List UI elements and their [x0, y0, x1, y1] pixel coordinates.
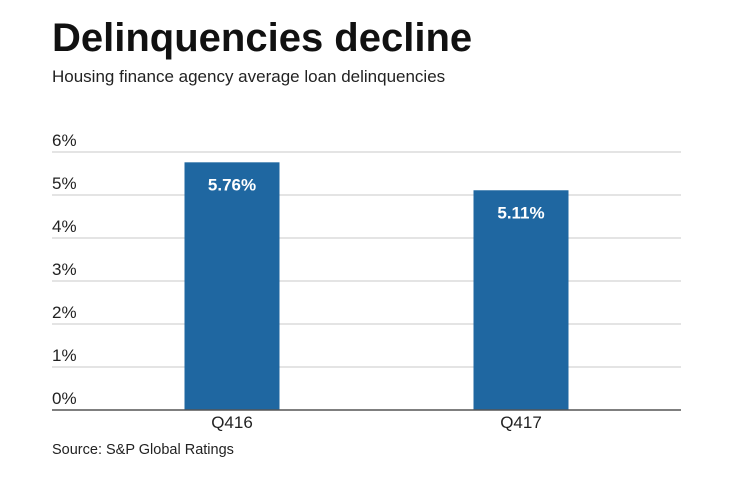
y-tick-label: 2%: [52, 303, 77, 322]
gridlines: [52, 151, 681, 368]
y-tick-label: 3%: [52, 260, 77, 279]
x-axis-tick-labels: Q416 Q417: [211, 413, 542, 432]
y-tick-label: 1%: [52, 346, 77, 365]
x-tick-label: Q416: [211, 413, 253, 432]
bar-value-label: 5.76%: [208, 175, 256, 194]
y-tick-label: 4%: [52, 217, 77, 236]
y-axis-tick-labels: 0% 1% 2% 3% 4% 5% 6%: [52, 131, 77, 408]
chart-title: Delinquencies decline: [52, 16, 473, 60]
chart-subtitle: Housing finance agency average loan deli…: [52, 67, 446, 86]
y-tick-label: 0%: [52, 389, 77, 408]
bar-value-label: 5.11%: [497, 203, 544, 222]
y-tick-label: 6%: [52, 131, 77, 150]
source-note: Source: S&P Global Ratings: [52, 442, 234, 458]
bar-q416: [184, 162, 280, 410]
bar-q417: [473, 190, 569, 410]
x-tick-label: Q417: [500, 413, 542, 432]
bar-value-labels: 5.76% 5.11%: [208, 175, 545, 222]
bars: [184, 162, 569, 410]
y-tick-label: 5%: [52, 174, 77, 193]
